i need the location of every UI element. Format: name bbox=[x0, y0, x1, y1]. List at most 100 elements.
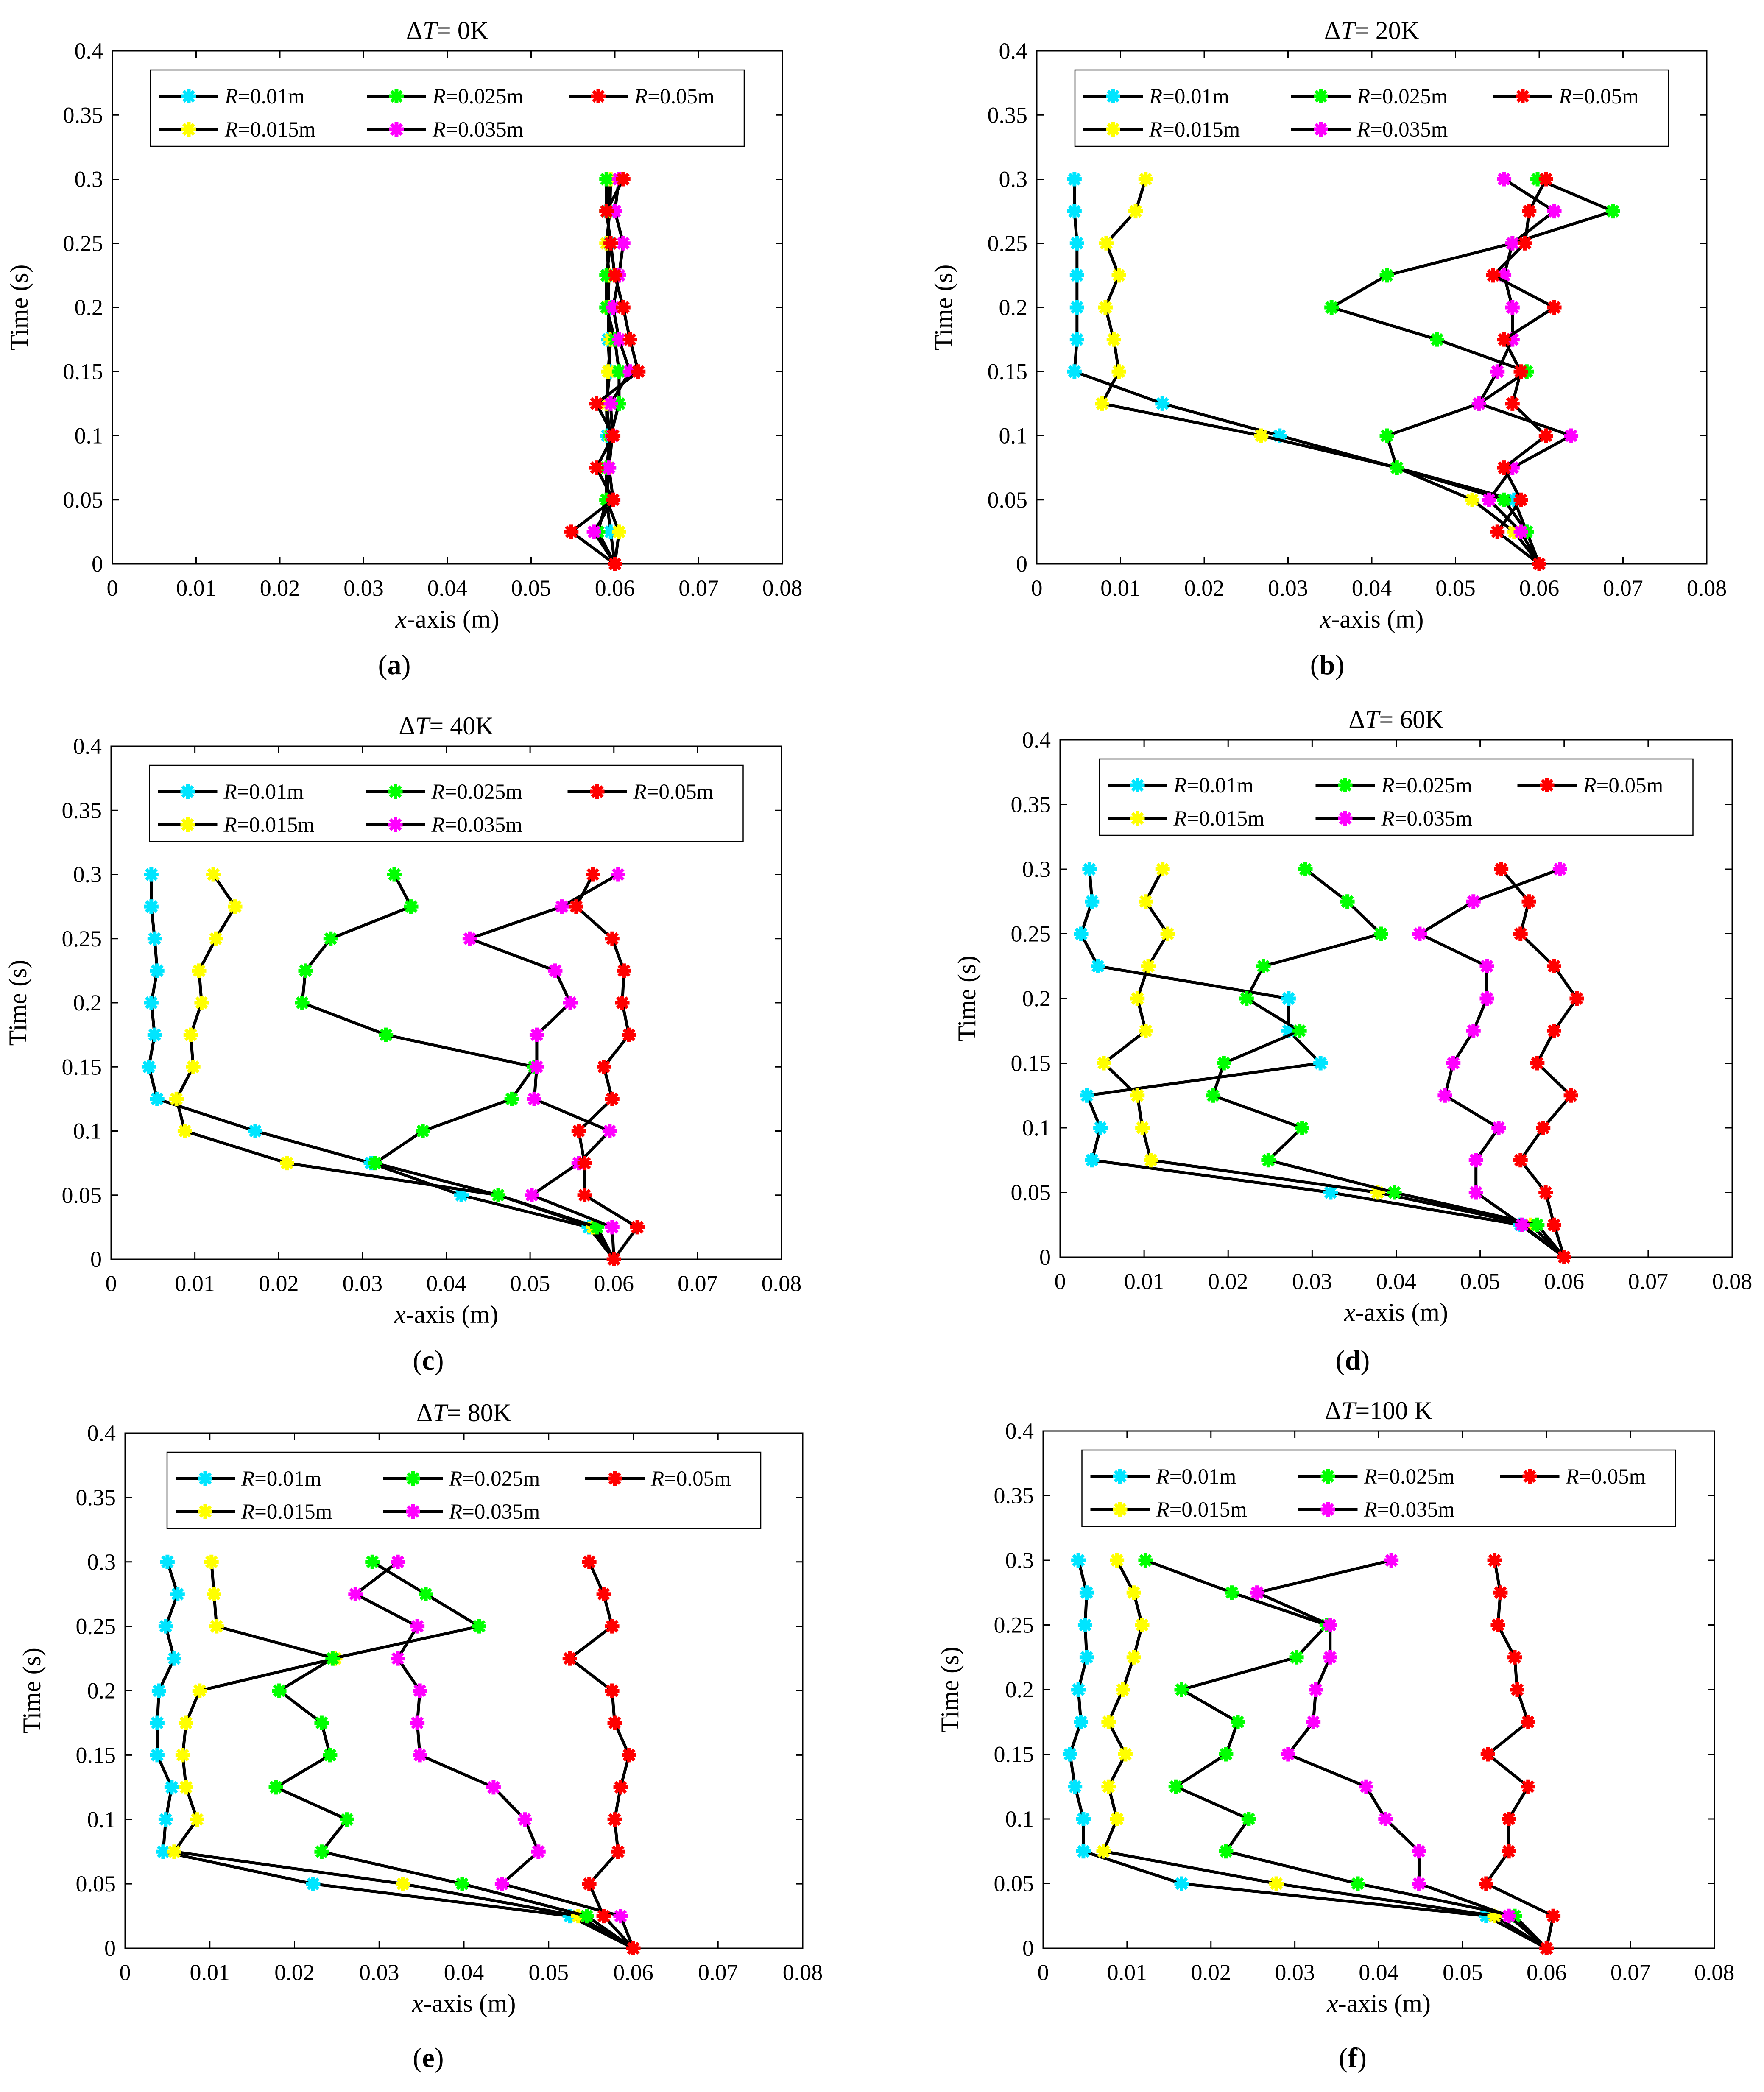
data-point bbox=[206, 867, 221, 882]
data-point bbox=[1219, 1747, 1234, 1762]
y-tick-label: 0 bbox=[92, 551, 103, 577]
legend-label: R=0.025m bbox=[432, 85, 523, 109]
data-point bbox=[150, 1715, 165, 1730]
x-axis-label: x-axis (m) bbox=[1326, 1989, 1431, 2017]
data-point bbox=[416, 1124, 430, 1138]
data-point bbox=[1091, 959, 1105, 973]
data-point bbox=[1074, 926, 1089, 941]
data-point bbox=[1505, 300, 1520, 315]
x-tick-label: 0.08 bbox=[783, 1960, 823, 1985]
series-R-0-05m bbox=[564, 172, 646, 571]
data-point bbox=[1306, 1715, 1321, 1729]
data-point bbox=[1471, 396, 1486, 411]
data-point bbox=[1110, 1812, 1125, 1826]
data-point bbox=[1217, 1056, 1231, 1071]
y-tick-label: 0.3 bbox=[75, 167, 103, 192]
data-point bbox=[582, 1877, 597, 1891]
data-point bbox=[1521, 1779, 1535, 1794]
legend-item: R=0.015m bbox=[1083, 118, 1240, 142]
legend-item: R=0.015m bbox=[1090, 1498, 1247, 1522]
legend-marker bbox=[406, 1504, 420, 1519]
data-point bbox=[1269, 1876, 1284, 1891]
data-point bbox=[1141, 959, 1156, 973]
y-tick-label: 0.1 bbox=[87, 1807, 116, 1832]
series-R-0-035m bbox=[348, 1554, 641, 1955]
legend-marker bbox=[180, 817, 195, 832]
data-point bbox=[607, 1715, 622, 1730]
data-point bbox=[348, 1587, 363, 1601]
data-point bbox=[396, 1877, 410, 1891]
data-point bbox=[391, 1554, 405, 1569]
y-tick-label: 0 bbox=[1016, 551, 1027, 577]
data-point bbox=[209, 1619, 224, 1634]
panel-label: (e) bbox=[413, 2042, 444, 2073]
x-tick-label: 0 bbox=[1055, 1269, 1066, 1294]
chart-panel-b: 0 0.01 0.02 0.03 0.04 0.05 0.06 0.07 0.08 0 0.05 0.… bbox=[929, 17, 1727, 681]
x-tick-label: 0.07 bbox=[1603, 575, 1643, 601]
legend-box bbox=[1081, 1449, 1676, 1527]
legend-label: R=0.025m bbox=[1381, 774, 1472, 798]
data-point bbox=[1552, 862, 1567, 876]
y-tick-label: 0.35 bbox=[63, 102, 103, 128]
x-tick-label: 0.06 bbox=[613, 1960, 653, 1985]
data-point bbox=[1530, 1217, 1545, 1232]
series-R-0-015m bbox=[1097, 862, 1571, 1264]
legend-label: R=0.035m bbox=[1356, 118, 1448, 142]
legend-marker bbox=[1320, 1502, 1335, 1517]
series-R-0-05m bbox=[562, 1554, 641, 1955]
data-point bbox=[1138, 172, 1153, 187]
y-tick-label: 0.15 bbox=[988, 359, 1028, 384]
data-point bbox=[1069, 268, 1084, 283]
data-point bbox=[387, 867, 402, 882]
x-tick-label: 0.01 bbox=[1107, 1960, 1147, 1985]
x-tick-label: 0.05 bbox=[1435, 575, 1476, 601]
x-tick-label: 0.08 bbox=[1694, 1960, 1735, 1985]
data-point bbox=[1139, 1024, 1153, 1038]
legend-marker bbox=[1130, 811, 1145, 826]
data-point bbox=[1491, 1121, 1506, 1135]
data-point bbox=[144, 899, 159, 914]
data-point bbox=[1412, 1876, 1426, 1891]
x-tick-label: 0.07 bbox=[698, 1960, 738, 1985]
legend-item: R=0.025m bbox=[366, 780, 522, 804]
data-point bbox=[462, 931, 477, 946]
legend-item: R=0.05m bbox=[585, 1467, 731, 1491]
legend-marker bbox=[198, 1504, 212, 1519]
legend-item: R=0.035m bbox=[383, 1500, 540, 1524]
data-point bbox=[147, 931, 162, 946]
chart-title: ΔT= 60K bbox=[1348, 706, 1443, 734]
legend-item: R=0.05m bbox=[1493, 85, 1639, 109]
y-axis-label: Time (s) bbox=[953, 956, 981, 1042]
x-tick-label: 0.05 bbox=[511, 575, 551, 601]
data-point bbox=[1106, 332, 1121, 347]
data-point bbox=[1323, 1650, 1337, 1665]
data-point bbox=[1412, 1844, 1426, 1859]
x-tick-label: 0.06 bbox=[594, 1271, 634, 1296]
panel-label: (f) bbox=[1339, 2042, 1367, 2073]
data-point bbox=[1138, 1553, 1153, 1568]
y-tick-label: 0.1 bbox=[73, 1119, 102, 1144]
y-tick-label: 0.15 bbox=[1011, 1051, 1051, 1076]
data-point bbox=[1486, 268, 1501, 283]
legend-marker bbox=[198, 1471, 212, 1486]
data-point bbox=[569, 899, 583, 914]
data-point bbox=[1254, 428, 1269, 443]
data-point bbox=[579, 1909, 594, 1924]
data-point bbox=[1111, 268, 1126, 283]
x-tick-label: 0.02 bbox=[274, 1960, 315, 1985]
data-point bbox=[1298, 862, 1313, 876]
data-point bbox=[616, 172, 631, 187]
data-point bbox=[1379, 268, 1394, 283]
y-tick-label: 0.1 bbox=[1005, 1806, 1034, 1832]
data-point bbox=[606, 492, 621, 507]
data-point bbox=[314, 1715, 329, 1730]
data-point bbox=[1546, 959, 1561, 973]
data-point bbox=[340, 1812, 354, 1827]
data-point bbox=[1281, 991, 1296, 1006]
panel-label: (a) bbox=[378, 650, 411, 681]
x-tick-label: 0.03 bbox=[343, 1271, 383, 1296]
data-point bbox=[1538, 172, 1553, 187]
y-axis-label: Time (s) bbox=[5, 265, 33, 351]
y-tick-label: 0.35 bbox=[1011, 792, 1051, 817]
data-point bbox=[1110, 1553, 1125, 1568]
